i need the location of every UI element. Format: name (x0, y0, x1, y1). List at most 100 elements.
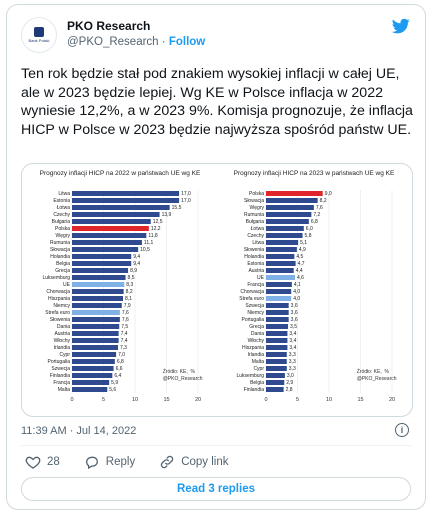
data-label: 3,4 (289, 331, 296, 337)
bar (266, 247, 297, 252)
reply-button[interactable]: Reply (84, 454, 135, 470)
data-label: 8,2 (320, 198, 327, 204)
category-label: Szwecja (51, 366, 70, 372)
category-label: Luksemburg (42, 275, 70, 281)
category-label: Malta (58, 387, 70, 393)
category-label: Strefa euro (239, 296, 264, 302)
bar (72, 219, 151, 224)
data-label: 3,5 (290, 324, 297, 330)
x-tick-label: 5 (296, 397, 299, 403)
unit-label: % (190, 369, 195, 375)
bar (72, 331, 119, 336)
copy-link-label: Copy link (181, 456, 229, 468)
bar (266, 254, 295, 259)
data-label: 3,3 (289, 352, 296, 358)
display-name[interactable]: PKO Research (67, 19, 151, 33)
author-handle[interactable]: @PKO_Research (67, 36, 159, 48)
heart-icon (25, 456, 41, 469)
data-label: 8,2 (126, 289, 133, 295)
info-icon[interactable]: i (395, 423, 409, 437)
chart-2023-plot: 0 5 10 15 20 Polska 9,0 Słowacja 8,2 Węgry 7,6 Rumu… (236, 190, 397, 403)
category-label: Estonia (247, 261, 264, 267)
source-note: @PKO_Research (163, 376, 203, 382)
like-button[interactable]: 28 (25, 454, 60, 470)
bar (72, 317, 120, 322)
avatar[interactable]: Bank Polski (21, 17, 57, 53)
bar (266, 310, 289, 315)
data-label: 3,0 (287, 373, 294, 379)
chart-title-2023: Prognozy inflacji HICP na 2023 w państwa… (233, 170, 395, 177)
bar (266, 282, 292, 287)
bar (72, 254, 132, 259)
follow-button[interactable]: Follow (168, 36, 206, 48)
data-label: 10,5 (140, 247, 150, 253)
data-label: 12,5 (153, 219, 163, 225)
category-label: Włochy (54, 338, 71, 344)
x-tick-label: 15 (357, 397, 363, 403)
chart-title-2022: Prognozy inflacji HICP na 2022 w państwa… (39, 170, 201, 177)
separator-dot: · (161, 36, 166, 48)
category-label: Szwecja (245, 303, 264, 309)
x-tick-label: 0 (264, 397, 267, 403)
read-replies-button[interactable]: Read 3 replies (21, 477, 411, 501)
bar (266, 261, 296, 266)
data-label: 7,3 (120, 345, 127, 351)
category-label: Polska (249, 191, 264, 197)
data-label: 5,1 (300, 240, 307, 246)
chart-2023: Prognozy inflacji HICP na 2023 w państwa… (220, 170, 408, 412)
data-label: 17,0 (181, 198, 191, 204)
category-label: Cypr (59, 352, 70, 358)
category-label: Austria (54, 331, 70, 337)
category-label: Chorwacja (240, 289, 264, 295)
x-tick-label: 20 (195, 397, 201, 403)
data-label: 9,0 (325, 191, 332, 197)
bar (266, 331, 288, 336)
data-label: 3,6 (291, 317, 298, 323)
category-label: Słowenia (244, 247, 265, 253)
twitter-bird-icon[interactable] (391, 17, 411, 35)
bar (72, 205, 170, 210)
bar (266, 275, 295, 280)
data-label: 4,9 (299, 247, 306, 253)
category-label: Czechy (53, 212, 70, 218)
bar (72, 191, 180, 196)
bar (266, 338, 288, 343)
chart-2022-plot: 0 5 10 15 20 Litwa 17,0 Estonia 17,0 Łotwa 15,5 Cze… (42, 190, 203, 403)
handle-line: @PKO_Research · Follow (67, 36, 205, 48)
data-label: 15,5 (172, 205, 182, 211)
bar (266, 226, 304, 231)
data-label: 7,4 (121, 338, 128, 344)
category-label: Austria (248, 268, 264, 274)
category-label: Portugalia (241, 317, 264, 323)
x-tick-label: 10 (326, 397, 332, 403)
bar (266, 296, 292, 301)
category-label: Łotwa (251, 226, 265, 232)
data-label: 13,9 (162, 212, 172, 218)
bar (72, 289, 124, 294)
category-label: Irlandia (248, 352, 265, 358)
data-label: 11,8 (148, 233, 158, 239)
category-label: Litwa (58, 191, 70, 197)
tweet-media-image[interactable]: Prognozy inflacji HICP na 2022 w państwa… (21, 163, 413, 417)
category-label: Rumunia (244, 212, 264, 218)
data-label: 4,6 (297, 275, 304, 281)
bar (72, 226, 149, 231)
data-label: 4,4 (296, 268, 303, 274)
category-label: Francja (247, 282, 264, 288)
bar (266, 352, 287, 357)
bar (266, 359, 287, 364)
category-label: Portugalia (47, 359, 70, 365)
category-label: Dania (57, 324, 70, 330)
bar (266, 317, 289, 322)
tweet-text: Ten rok będzie stał pod znakiem wysokiej… (21, 66, 413, 138)
data-label: 6,0 (306, 226, 313, 232)
tweet-timestamp[interactable]: 11:39 AM · Jul 14, 2022 (21, 425, 137, 437)
data-label: 8,1 (125, 296, 132, 302)
category-label: Niemcy (53, 303, 70, 309)
category-label: Belgia (56, 261, 70, 267)
copy-link-button[interactable]: Copy link (159, 454, 229, 470)
bar (72, 345, 118, 350)
category-label: Strefa euro (45, 310, 70, 316)
category-label: Malta (252, 359, 264, 365)
x-tick-label: 10 (132, 397, 138, 403)
